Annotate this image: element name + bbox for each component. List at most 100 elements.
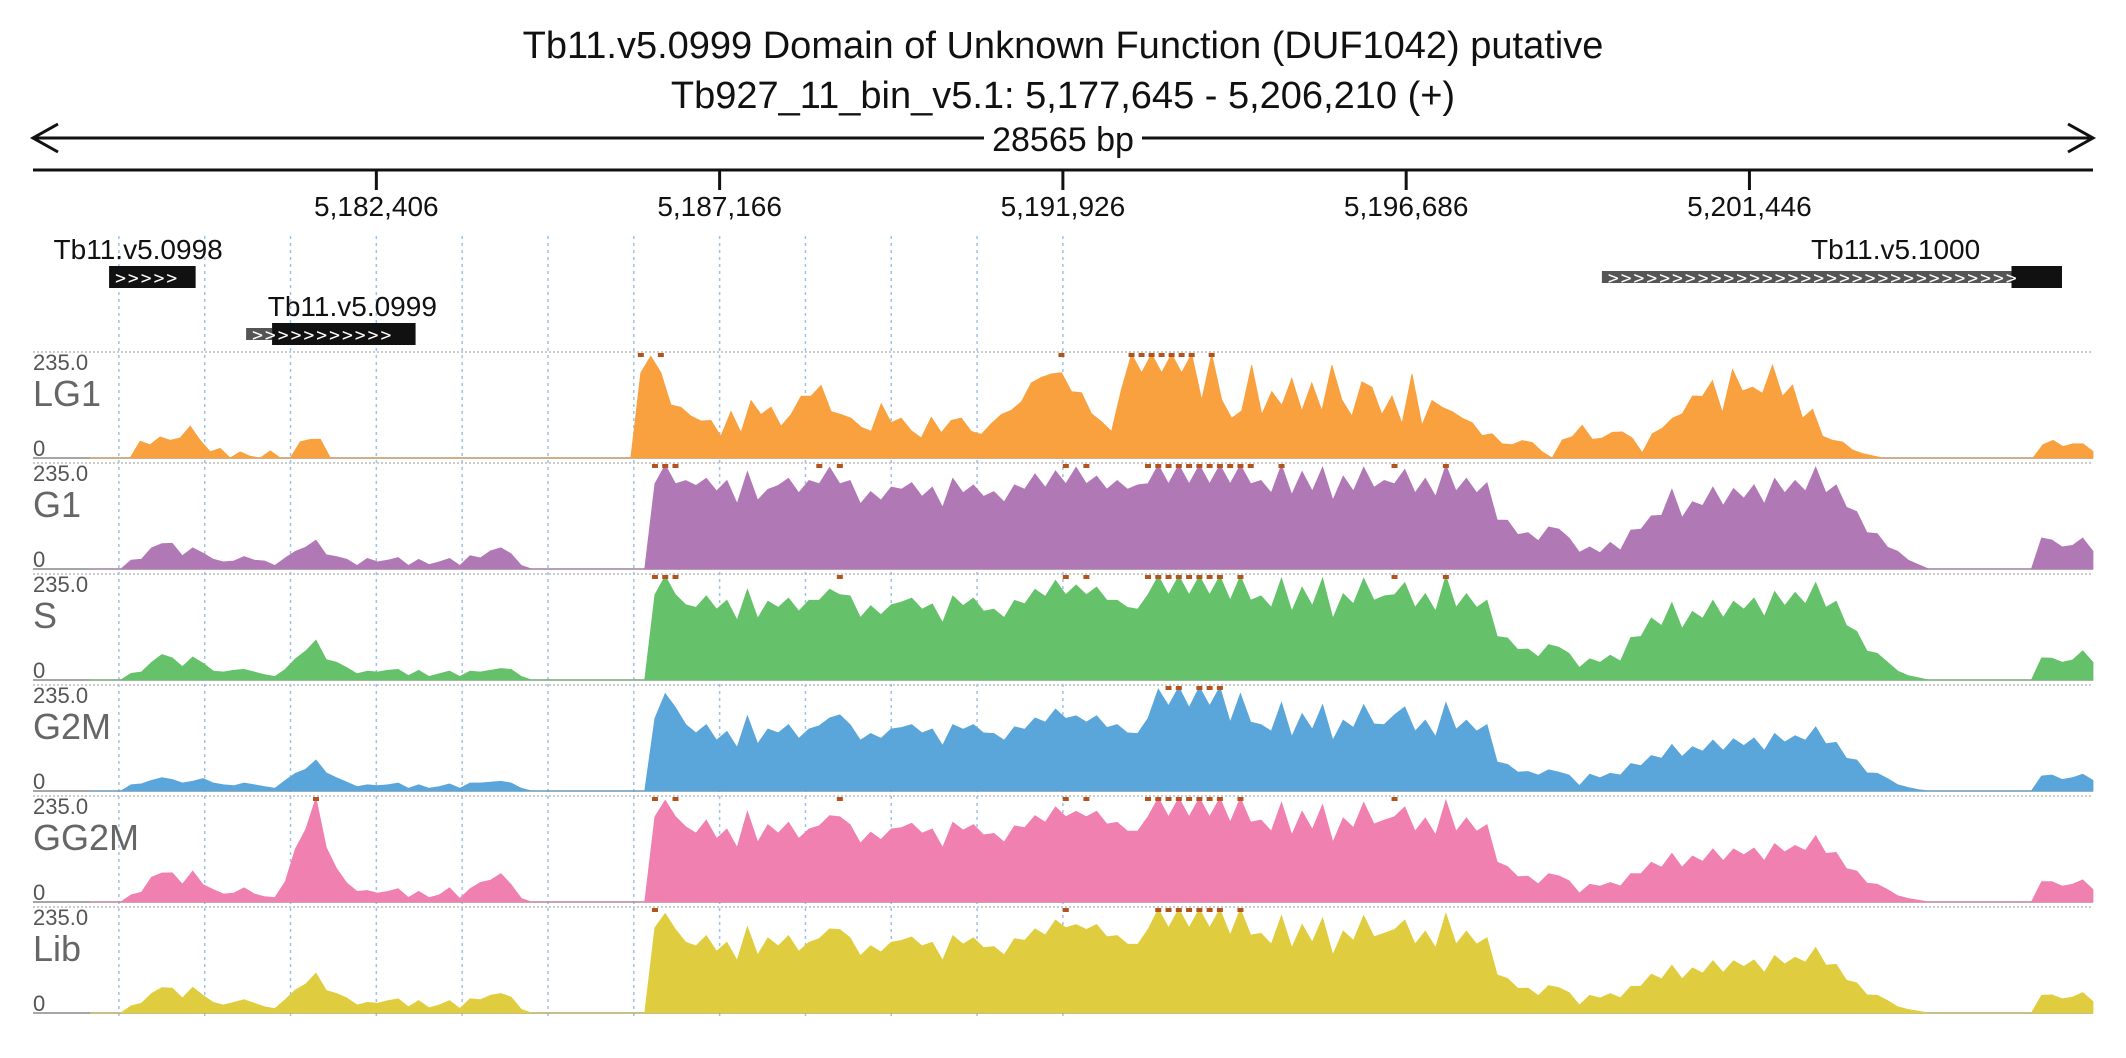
clip-marker	[1155, 464, 1162, 468]
clip-marker	[1237, 575, 1244, 579]
clip-marker	[672, 797, 679, 801]
clip-marker	[1196, 908, 1203, 912]
coverage-track: 235.0 0 LG1	[33, 350, 2094, 461]
span-arrow	[29, 119, 2097, 157]
clip-marker	[1442, 575, 1449, 579]
clip-marker	[1391, 797, 1398, 801]
clip-marker	[1216, 686, 1223, 690]
clip-marker	[1168, 353, 1175, 357]
gene-label: Tb11.v5.0999	[268, 291, 437, 322]
y-min-label: 0	[33, 547, 45, 572]
axis-tick-label: 5,191,926	[1001, 191, 1126, 222]
clip-marker	[1206, 464, 1213, 468]
clip-marker	[1186, 464, 1193, 468]
y-max-label: 235.0	[33, 461, 88, 486]
axis-tick-label: 5,182,406	[314, 191, 439, 222]
clip-marker	[1186, 908, 1193, 912]
clip-marker	[651, 464, 658, 468]
gene-label: Tb11.v5.1000	[1811, 234, 1980, 265]
clip-marker	[1155, 797, 1162, 801]
clip-marker	[1237, 908, 1244, 912]
coverage-track: 235.0 0 G2M	[33, 683, 2094, 794]
clip-marker	[672, 464, 679, 468]
y-min-label: 0	[33, 436, 45, 461]
clip-marker	[1165, 797, 1172, 801]
clip-marker	[662, 464, 669, 468]
clip-marker	[1186, 797, 1193, 801]
clip-marker	[1144, 575, 1151, 579]
clip-marker	[1158, 353, 1165, 357]
clip-marker	[1216, 575, 1223, 579]
clip-marker	[1391, 464, 1398, 468]
clip-marker	[1165, 686, 1172, 690]
clip-marker	[1206, 686, 1213, 690]
clip-marker	[651, 575, 658, 579]
strand-arrows: >>>>>>>>>>>>>>>>>>>>>>>>>>>>>>>>	[1608, 268, 2019, 289]
clip-marker	[1175, 686, 1182, 690]
clip-marker	[1206, 797, 1213, 801]
coverage-area	[90, 685, 2094, 792]
clip-marker	[836, 575, 843, 579]
clip-marker	[1196, 464, 1203, 468]
gene-feature[interactable]: >>>>> Tb11.v5.0998	[54, 234, 223, 289]
clip-marker	[1175, 464, 1182, 468]
coverage-area	[90, 352, 2094, 459]
clip-marker	[1175, 908, 1182, 912]
clip-marker	[1155, 908, 1162, 912]
clip-marker	[1196, 797, 1203, 801]
clip-marker	[1165, 575, 1172, 579]
gene-label: Tb11.v5.0998	[54, 234, 223, 265]
y-min-label: 0	[33, 880, 45, 905]
clip-marker	[1155, 575, 1162, 579]
clip-marker	[1062, 464, 1069, 468]
clip-marker	[312, 797, 319, 801]
clip-marker	[836, 464, 843, 468]
strand-arrows: >>>>>>>>>>>	[252, 325, 393, 346]
y-max-label: 235.0	[33, 905, 88, 930]
clip-marker	[1144, 464, 1151, 468]
clip-marker	[1442, 464, 1449, 468]
track-name: Lib	[33, 928, 81, 969]
coverage-area	[90, 796, 2094, 903]
clip-marker	[1062, 575, 1069, 579]
clip-marker	[637, 353, 644, 357]
clip-marker	[662, 575, 669, 579]
gene-cds	[272, 323, 416, 345]
clip-marker	[1062, 908, 1069, 912]
y-min-label: 0	[33, 658, 45, 683]
clip-marker	[1128, 353, 1135, 357]
y-max-label: 235.0	[33, 683, 88, 708]
clip-marker	[816, 464, 823, 468]
clip-marker	[1175, 575, 1182, 579]
coverage-tracks: 235.00LG1235.00G1235.00S235.00G2M235.00G…	[33, 350, 2094, 1016]
clip-marker	[1165, 464, 1172, 468]
clip-marker	[1138, 353, 1145, 357]
y-max-label: 235.0	[33, 350, 88, 375]
track-name: G2M	[33, 706, 111, 747]
axis-tick-label: 5,187,166	[657, 191, 782, 222]
clip-marker	[1148, 353, 1155, 357]
gene-title: Tb11.v5.0999 Domain of Unknown Function …	[523, 25, 1604, 67]
region-subtitle: Tb927_11_bin_v5.1: 5,177,645 - 5,206,210…	[671, 75, 1455, 117]
strand-arrows: >>>>>	[115, 268, 179, 289]
axis-tick-label: 5,201,446	[1687, 191, 1812, 222]
gene-feature[interactable]: >>>>>>>>>>>>>>>>>>>>>>>>>>>>>>>> Tb11.v5.…	[1601, 234, 2062, 289]
clip-marker	[1083, 797, 1090, 801]
y-max-label: 235.0	[33, 794, 88, 819]
axis-tick-label: 5,196,686	[1344, 191, 1469, 222]
clip-marker	[1083, 575, 1090, 579]
clip-marker	[1216, 908, 1223, 912]
coverage-track: 235.0 0 S	[33, 572, 2094, 683]
clip-marker	[1186, 575, 1193, 579]
span-length-label: 28565 bp	[992, 121, 1134, 159]
clip-marker	[1247, 464, 1254, 468]
gene-feature[interactable]: >>>>>>>>>>> Tb11.v5.0999	[246, 291, 437, 346]
clip-marker	[672, 575, 679, 579]
clip-marker	[1216, 797, 1223, 801]
coverage-area	[90, 907, 2094, 1014]
clip-marker	[1178, 353, 1185, 357]
clip-marker	[651, 908, 658, 912]
y-min-label: 0	[33, 769, 45, 794]
clip-marker	[1391, 575, 1398, 579]
